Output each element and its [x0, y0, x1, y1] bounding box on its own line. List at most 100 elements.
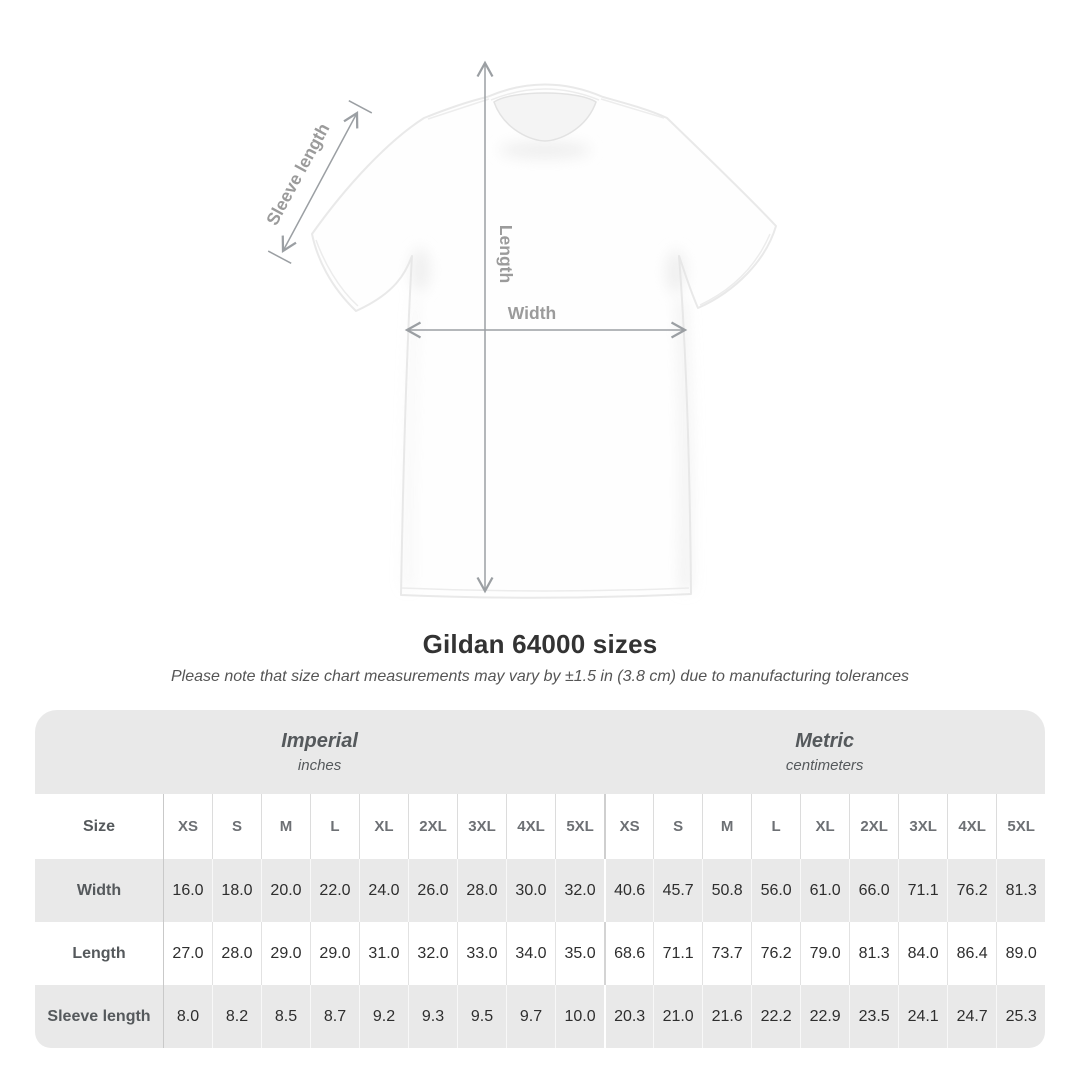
unit-group-imperial-sublabel: inches: [297, 757, 342, 774]
measurement-cell: 84.0: [898, 922, 948, 985]
measurement-cell: 8.2: [212, 985, 261, 1048]
measurement-cell: 32.0: [408, 922, 457, 985]
page-title: Gildan 64000 sizes: [422, 629, 658, 659]
size-col-metric-m: M: [702, 794, 752, 859]
measurement-cell: 21.0: [653, 985, 703, 1048]
measurement-cell: 27.0: [163, 922, 212, 985]
collar-rib-seam: [490, 88, 600, 101]
measurement-cell: 8.5: [261, 985, 310, 1048]
sleeve-length-label: Sleeve length: [262, 120, 333, 229]
tolerance-note: Please note that size chart measurements…: [170, 668, 910, 685]
size-col-imperial-5xl: 5XL: [555, 794, 605, 859]
size-col-imperial-xl: XL: [359, 794, 408, 859]
tshirt-diagram: Sleeve length Length Width: [262, 60, 777, 599]
size-col-imperial-xs: XS: [163, 794, 212, 859]
measurement-cell: 89.0: [996, 922, 1046, 985]
measurement-cell: 31.0: [359, 922, 408, 985]
measurement-cell: 73.7: [702, 922, 752, 985]
measurement-cell: 76.2: [947, 859, 997, 922]
measurement-cell: 45.7: [653, 859, 703, 922]
measurement-cell: 79.0: [800, 922, 850, 985]
size-col-metric-l: L: [751, 794, 801, 859]
measurement-cell: 9.5: [457, 985, 506, 1048]
measurement-cell: 56.0: [751, 859, 801, 922]
measurement-cell: 22.0: [310, 859, 359, 922]
unit-group-imperial-label: Imperial: [281, 730, 358, 752]
size-col-metric-xs: XS: [604, 794, 654, 859]
size-column-header: Size: [35, 794, 163, 859]
measurement-cell: 10.0: [555, 985, 605, 1048]
size-col-metric-2xl: 2XL: [849, 794, 899, 859]
row-label: Length: [35, 922, 163, 985]
size-header-row: Size XS S M L XL 2XL 3XL 4XL 5XL XS S M L XL 2XL 3XL 4XL…: [35, 794, 1046, 859]
length-label: Length: [496, 225, 516, 283]
measurement-cell: 34.0: [506, 922, 555, 985]
shirt-shading: [404, 141, 692, 590]
measurement-cell: 61.0: [800, 859, 850, 922]
right-shoulder-seam: [600, 98, 665, 119]
collar-opening: [493, 92, 597, 142]
size-col-metric-s: S: [653, 794, 703, 859]
measurement-cell: 9.3: [408, 985, 457, 1048]
measurement-cell: 35.0: [555, 922, 605, 985]
unit-group-metric-label: Metric: [795, 730, 855, 752]
measurement-cell: 20.0: [261, 859, 310, 922]
measurement-cell: 81.3: [996, 859, 1046, 922]
measurement-cell: 68.6: [604, 922, 654, 985]
measurement-cell: 29.0: [310, 922, 359, 985]
measurement-cell: 18.0: [212, 859, 261, 922]
measurement-cell: 86.4: [947, 922, 997, 985]
size-col-metric-xl: XL: [800, 794, 850, 859]
measurement-cell: 22.9: [800, 985, 850, 1048]
size-col-metric-4xl: 4XL: [947, 794, 997, 859]
size-col-imperial-2xl: 2XL: [408, 794, 457, 859]
size-col-imperial-l: L: [310, 794, 359, 859]
measurement-cell: 23.5: [849, 985, 899, 1048]
row-label: Width: [35, 859, 163, 922]
measurement-cell: 29.0: [261, 922, 310, 985]
tshirt-graphic: [311, 83, 777, 599]
size-col-imperial-3xl: 3XL: [457, 794, 506, 859]
unit-group-imperial: Imperial inches: [35, 710, 605, 794]
unit-group-metric: Metric centimeters: [604, 710, 1046, 794]
measurement-cell: 20.3: [604, 985, 654, 1048]
measurement-cell: 22.2: [751, 985, 801, 1048]
measurement-cell: 25.3: [996, 985, 1046, 1048]
measurement-cell: 33.0: [457, 922, 506, 985]
table-row-width: Width 16.0 18.0 20.0 22.0 24.0 26.0 28.0 30.0 32.…: [35, 859, 1046, 922]
measurement-cell: 24.0: [359, 859, 408, 922]
measurement-cell: 21.6: [702, 985, 752, 1048]
table-row-sleeve-length: Sleeve length 8.0 8.2 8.5 8.7 9.2 9.3 9.5 9.7 10.…: [35, 985, 1046, 1048]
measurement-cell: 28.0: [212, 922, 261, 985]
size-col-imperial-4xl: 4XL: [506, 794, 555, 859]
size-table: Imperial inches Metric centimeters Size …: [35, 710, 1046, 1048]
measurement-cell: 76.2: [751, 922, 801, 985]
size-col-metric-3xl: 3XL: [898, 794, 948, 859]
size-col-metric-5xl: 5XL: [996, 794, 1046, 859]
measurement-cell: 30.0: [506, 859, 555, 922]
sleeve-arrow-tick-top: [348, 100, 373, 114]
measurement-cell: 16.0: [163, 859, 212, 922]
measurement-cell: 71.1: [653, 922, 703, 985]
table-row-length: Length 27.0 28.0 29.0 29.0 31.0 32.0 33.0 34.0 35…: [35, 922, 1046, 985]
sleeve-arrow-tick-bottom: [267, 250, 292, 264]
measurement-cell: 81.3: [849, 922, 899, 985]
measurement-cell: 24.7: [947, 985, 997, 1048]
sleeve-length-arrow: [281, 110, 359, 254]
measurement-cell: 26.0: [408, 859, 457, 922]
measurement-cell: 50.8: [702, 859, 752, 922]
row-label: Sleeve length: [35, 985, 163, 1048]
measurement-cell: 8.0: [163, 985, 212, 1048]
measurement-cell: 9.2: [359, 985, 408, 1048]
width-label: Width: [508, 303, 556, 323]
unit-group-metric-sublabel: centimeters: [785, 757, 864, 774]
measurement-cell: 66.0: [849, 859, 899, 922]
size-col-imperial-s: S: [212, 794, 261, 859]
unit-group-row: Imperial inches Metric centimeters: [35, 710, 1046, 794]
size-table-body: Width 16.0 18.0 20.0 22.0 24.0 26.0 28.0 30.0 32.…: [35, 859, 1046, 1048]
measurement-cell: 28.0: [457, 859, 506, 922]
measurement-cell: 71.1: [898, 859, 948, 922]
measurement-cell: 8.7: [310, 985, 359, 1048]
measurement-cell: 32.0: [555, 859, 605, 922]
